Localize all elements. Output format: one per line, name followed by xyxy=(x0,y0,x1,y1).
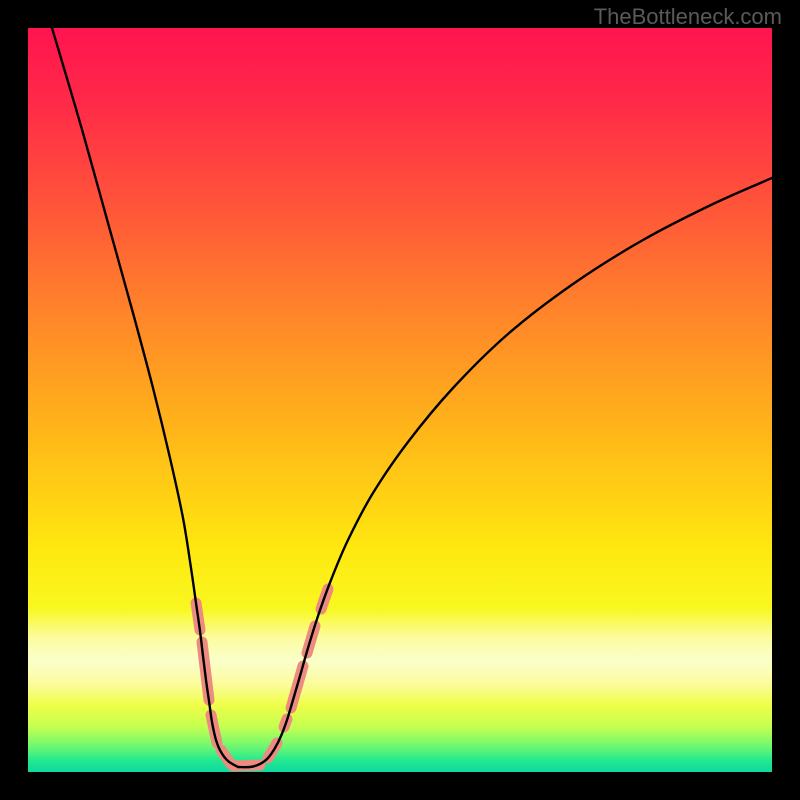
curve-right-branch xyxy=(238,178,772,767)
chart-curve-layer xyxy=(28,28,772,772)
watermark-text: TheBottleneck.com xyxy=(594,4,782,30)
chart-plot-area xyxy=(28,28,772,772)
